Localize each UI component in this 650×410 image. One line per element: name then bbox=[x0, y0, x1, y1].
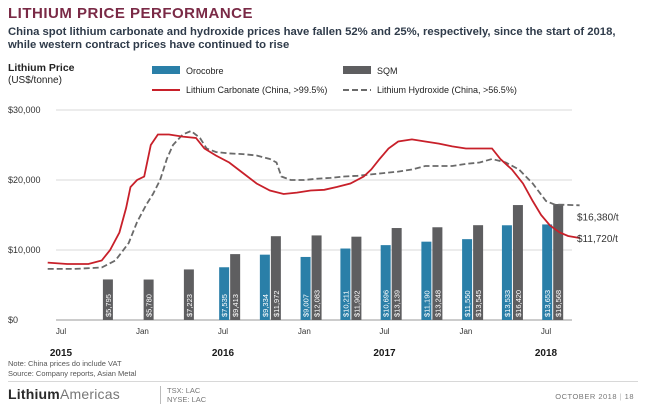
bar-orocobre-label: $10,211 bbox=[341, 290, 350, 317]
y-axis-title: Lithium Price (US$/tonne) bbox=[8, 62, 75, 87]
footnote-source: Source: Company reports, Asian Metal bbox=[8, 369, 137, 378]
bar-orocobre bbox=[340, 248, 351, 320]
legend-swatch-sqm bbox=[343, 66, 371, 74]
ticker-nyse: NYSE: LAC bbox=[167, 395, 207, 404]
y-tick-labels: $0 $10,000 $20,000 $30,000 bbox=[8, 105, 41, 325]
bar-sqm bbox=[391, 228, 402, 320]
x-tick-label: Jul bbox=[541, 327, 551, 336]
bar-orocobre-label: $9,007 bbox=[302, 294, 311, 317]
page-info: OCTOBER 2018 | 18 bbox=[555, 392, 634, 401]
logo-text-light: Americas bbox=[59, 386, 120, 402]
y-tick-label: $10,000 bbox=[8, 245, 41, 255]
y-tick-label: $0 bbox=[8, 315, 18, 325]
bar-orocobre-label: $13,533 bbox=[503, 290, 512, 317]
page-subtitle: China spot lithium carbonate and hydroxi… bbox=[8, 26, 616, 51]
logo-text-bold: Lithium bbox=[8, 386, 60, 402]
bar-orocobre bbox=[421, 241, 432, 320]
bar-orocobre-label: $10,696 bbox=[382, 290, 391, 317]
bar-sqm-label: $11,902 bbox=[352, 290, 361, 317]
bar-sqm bbox=[473, 225, 484, 320]
page-title: LITHIUM PRICE PERFORMANCE bbox=[8, 5, 253, 22]
bar-sqm-label: $5,795 bbox=[104, 294, 113, 317]
x-year-label: 2018 bbox=[535, 348, 558, 359]
bar-sqm bbox=[311, 235, 322, 320]
bar-sqm-label: $16,568 bbox=[554, 290, 563, 317]
company-logo: LithiumAmericas bbox=[8, 386, 120, 402]
x-year-label: 2016 bbox=[212, 348, 235, 359]
bar-orocobre-label: $7,535 bbox=[220, 294, 229, 317]
y-axis-unit: (US$/tonne) bbox=[8, 75, 62, 86]
legend-label-sqm: SQM bbox=[377, 66, 398, 76]
bar-sqm-label: $11,972 bbox=[272, 290, 281, 317]
bar-orocobre-label: $11,550 bbox=[463, 290, 472, 317]
x-year-label: 2015 bbox=[50, 348, 73, 359]
bar-orocobre bbox=[259, 254, 270, 320]
x-tick-label: Jan bbox=[298, 327, 311, 336]
bar-orocobre bbox=[542, 224, 553, 320]
chart-legend: Orocobre SQM Lithium Carbonate (China, >99… bbox=[152, 66, 517, 95]
bar-sqm-label: $13,248 bbox=[433, 290, 442, 317]
bar-orocobre bbox=[501, 225, 512, 320]
bar-sqm bbox=[143, 279, 154, 320]
hydroxide-end-label: $16,380/t bbox=[577, 212, 619, 223]
bar-sqm-label: $9,413 bbox=[231, 294, 240, 317]
legend-label-hydroxide: Lithium Hydroxide (China, >56.5%) bbox=[377, 85, 517, 95]
bar-sqm bbox=[351, 236, 362, 320]
stock-tickers: TSX: LAC NYSE: LAC bbox=[160, 386, 206, 404]
x-year-label: 2017 bbox=[373, 348, 396, 359]
bar-sqm bbox=[183, 269, 194, 320]
y-axis-label: Lithium Price bbox=[8, 62, 75, 74]
page-number: 18 bbox=[624, 392, 634, 401]
bar-orocobre-label: $13,653 bbox=[543, 290, 552, 317]
bar-orocobre-label: $9,334 bbox=[261, 294, 270, 317]
bar-sqm-label: $12,083 bbox=[313, 290, 322, 317]
legend-swatch-orocobre bbox=[152, 66, 180, 74]
y-tick-label: $20,000 bbox=[8, 175, 41, 185]
price-lines bbox=[47, 129, 580, 270]
x-tick-label: Jan bbox=[136, 327, 149, 336]
y-tick-label: $30,000 bbox=[8, 105, 41, 115]
x-axis: Jul Jan Jul Jan Jul Jan Jul 2015 2016 2017 2018 bbox=[50, 327, 558, 359]
footnote-vat: Note: China prices do include VAT bbox=[8, 359, 122, 368]
report-date: OCTOBER 2018 bbox=[555, 392, 618, 401]
ticker-tsx: TSX: LAC bbox=[167, 386, 201, 395]
bar-sqm-label: $7,223 bbox=[185, 294, 194, 317]
bar-sqm bbox=[512, 205, 523, 320]
x-tick-label: Jan bbox=[459, 327, 472, 336]
bar-sqm-label: $13,139 bbox=[393, 290, 402, 317]
bar-orocobre bbox=[462, 239, 473, 320]
bar-orocobre bbox=[380, 245, 391, 320]
hydroxide-line bbox=[47, 129, 580, 270]
legend-label-carbonate: Lithium Carbonate (China, >99.5%) bbox=[186, 85, 327, 95]
x-tick-label: Jul bbox=[379, 327, 389, 336]
bar-sqm-label: $16,420 bbox=[514, 290, 523, 317]
x-tick-label: Jul bbox=[56, 327, 66, 336]
footer-divider bbox=[8, 381, 638, 382]
x-tick-label: Jul bbox=[218, 327, 228, 336]
bar-sqm bbox=[432, 227, 443, 320]
bar-sqm-label: $13,545 bbox=[474, 290, 483, 317]
bar-sqm bbox=[553, 204, 564, 320]
bar-sqm bbox=[102, 279, 113, 320]
carbonate-end-label: $11,720/t bbox=[577, 234, 618, 245]
bar-sqm-label: $5,780 bbox=[145, 294, 154, 317]
price-bars: $5,795 $5,780 $7,223 $7,535 $9,413 $9,334 $11,… bbox=[102, 204, 564, 320]
bar-orocobre bbox=[300, 256, 311, 320]
lithium-price-chart: $0 $10,000 $20,000 $30,000 $5,795 $5,780 $7,2… bbox=[8, 66, 619, 359]
bar-sqm bbox=[270, 236, 281, 320]
bar-sqm bbox=[230, 254, 241, 320]
bar-orocobre-label: $11,190 bbox=[422, 290, 431, 317]
carbonate-line bbox=[47, 133, 580, 265]
legend-label-orocobre: Orocobre bbox=[186, 66, 224, 76]
bar-orocobre bbox=[219, 267, 230, 320]
end-labels: $16,380/t $11,720/t bbox=[577, 212, 619, 245]
